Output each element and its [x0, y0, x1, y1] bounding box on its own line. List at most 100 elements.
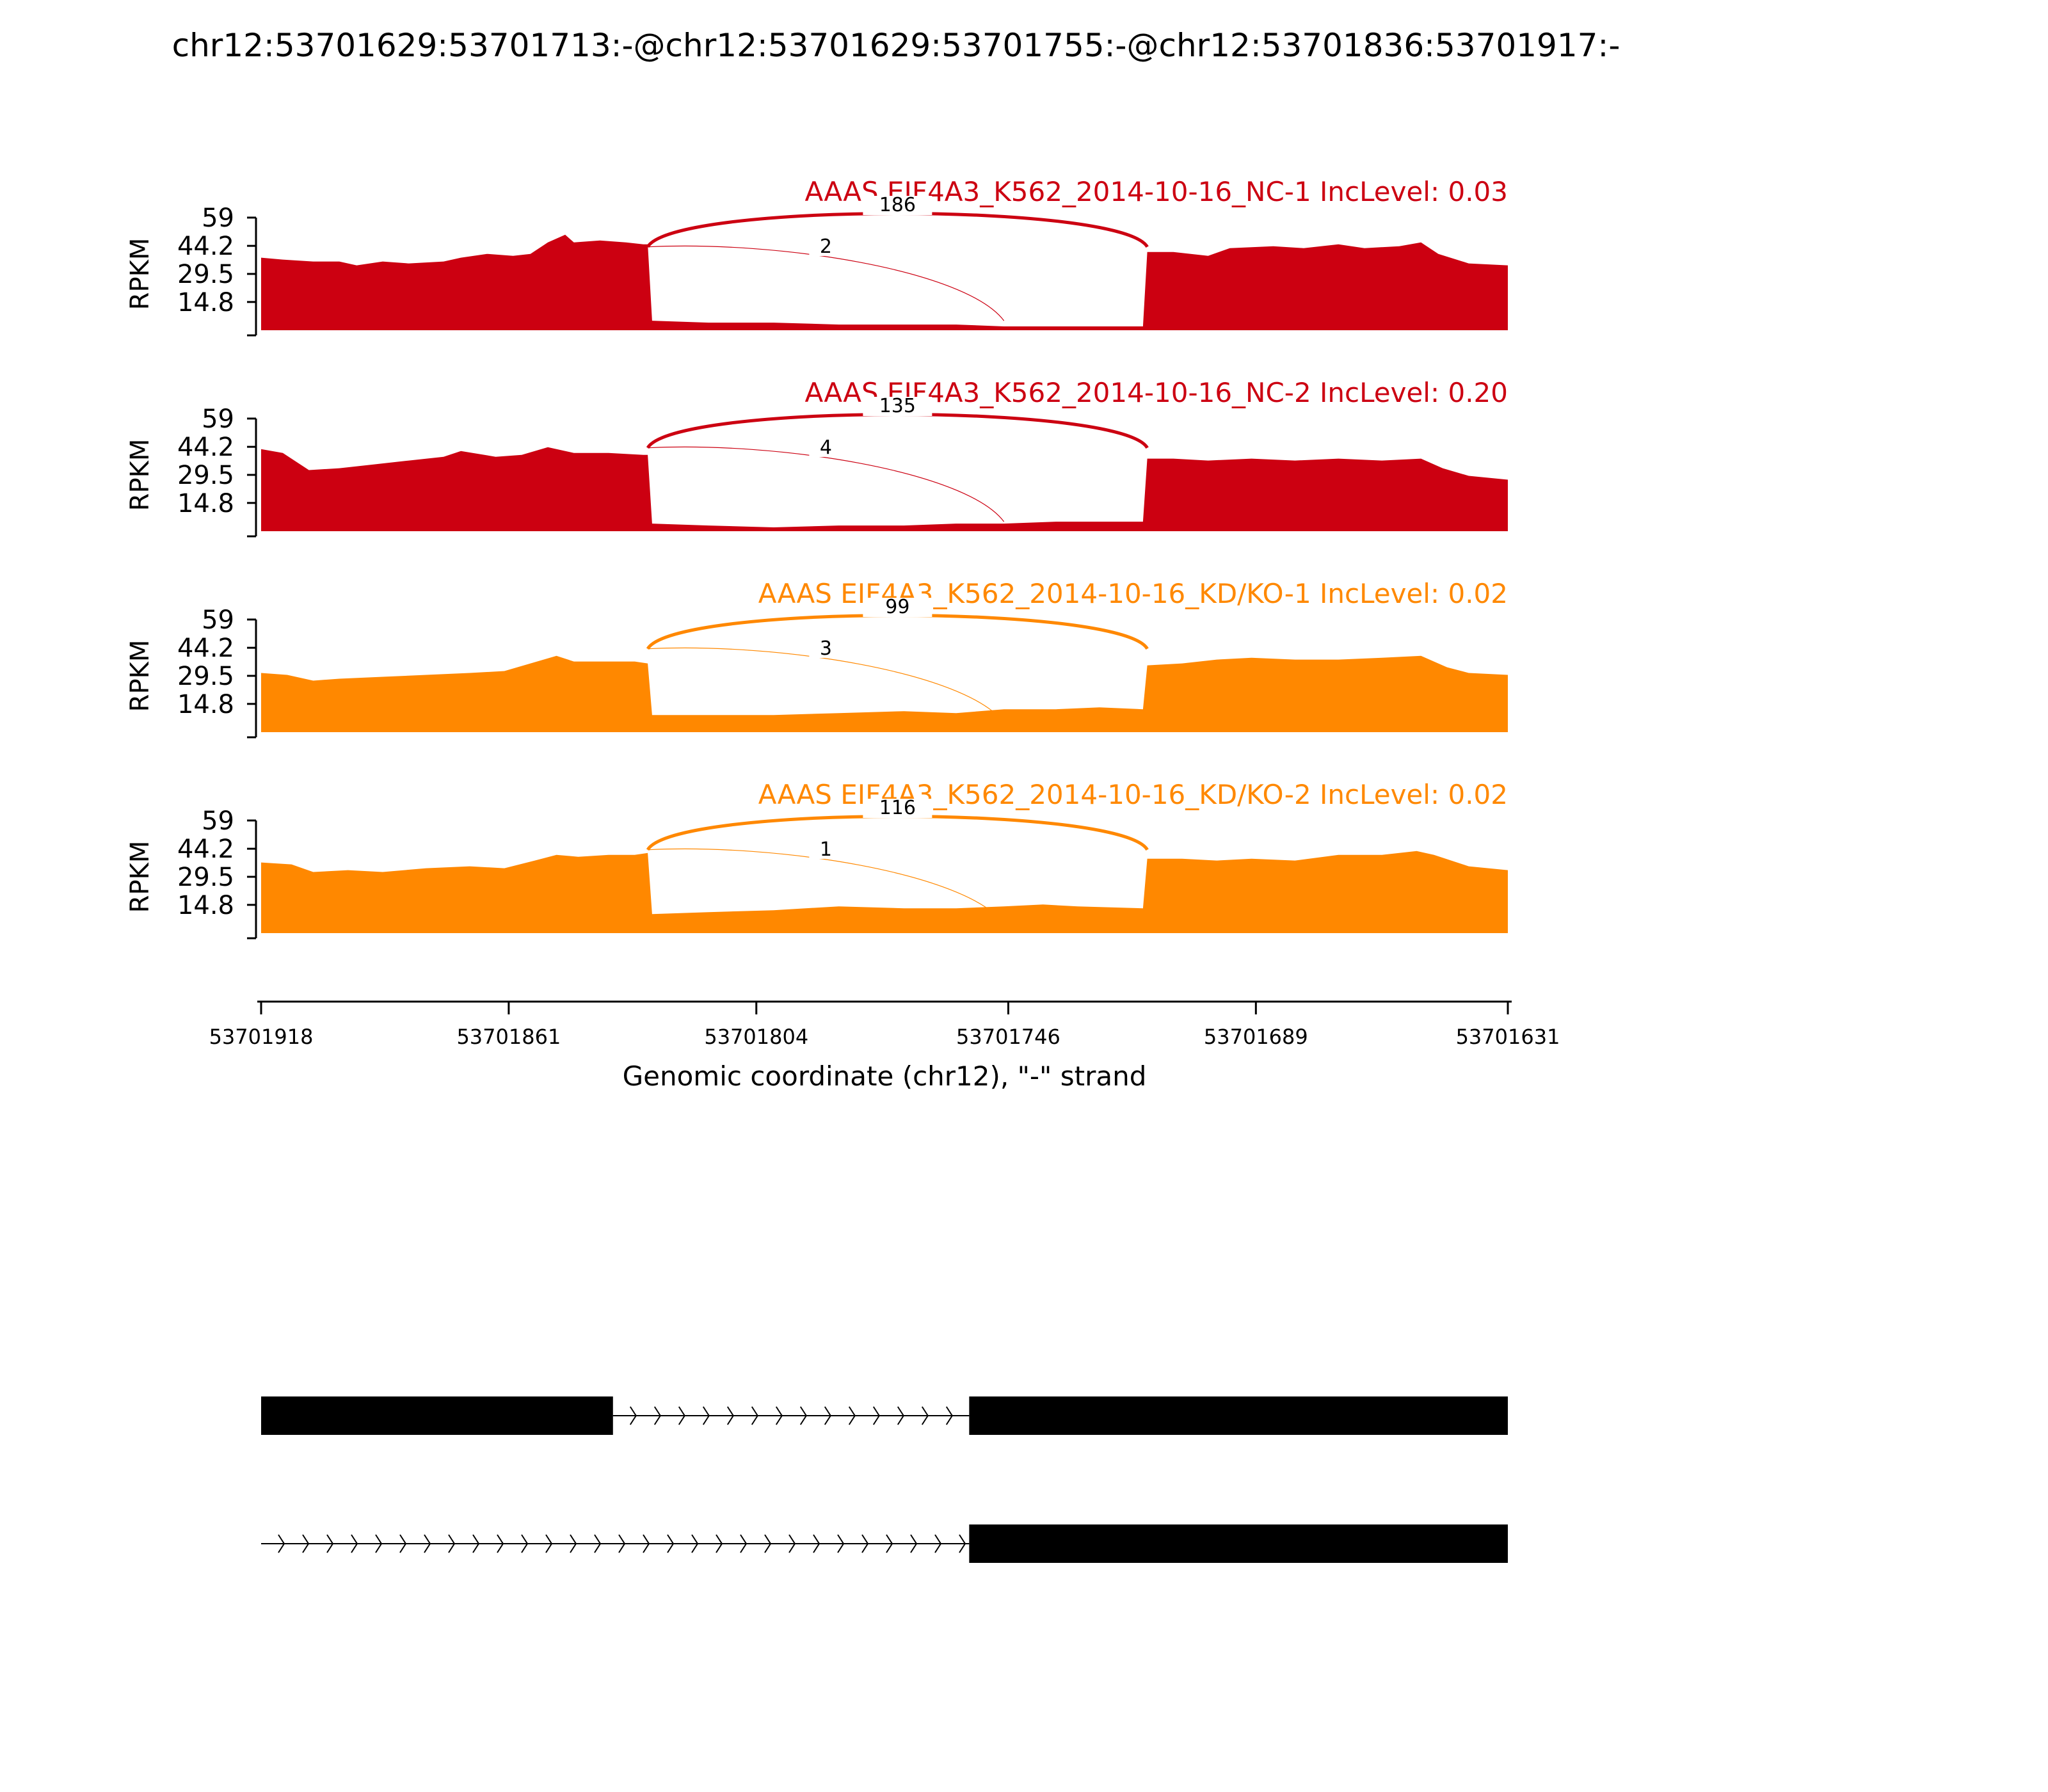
coverage-area — [261, 655, 1508, 732]
strand-arrow — [740, 1534, 748, 1553]
strand-arrow — [799, 1406, 807, 1425]
junction-count-bg — [863, 598, 932, 617]
strand-arrow — [618, 1534, 626, 1553]
x-axis-label: Genomic coordinate (chr12), "-" strand — [623, 1060, 1147, 1092]
junction-arc-major — [646, 412, 1149, 449]
y-axis-label: RPKM — [125, 439, 155, 511]
strand-arrow — [643, 1534, 650, 1553]
junction-count: 186 — [879, 194, 916, 216]
x-tick-label: 53701746 — [956, 1025, 1060, 1049]
y-tick-label: 44.2 — [177, 433, 234, 462]
y-tick-label: 14.8 — [177, 288, 234, 317]
y-tick-label: 29.5 — [177, 260, 234, 289]
strand-arrow — [716, 1534, 723, 1553]
y-tick-label: 59 — [202, 404, 234, 434]
strand-arrow — [959, 1534, 966, 1553]
junction-count-bg — [809, 639, 843, 658]
junction-count-bg — [863, 799, 932, 818]
junction-count-bg — [863, 196, 932, 215]
y-tick-label: 14.8 — [177, 489, 234, 518]
junction-count: 1 — [820, 838, 832, 861]
figure-title: chr12:53701629:53701713:-@chr12:53701629… — [172, 27, 1620, 64]
strand-arrow — [691, 1534, 699, 1553]
strand-arrow — [837, 1534, 845, 1553]
y-tick-label: 14.8 — [177, 690, 234, 719]
strand-arrow — [629, 1406, 637, 1425]
strand-arrow — [326, 1534, 334, 1553]
strand-arrow — [702, 1406, 710, 1425]
exon-block — [969, 1524, 1508, 1563]
y-tick-label: 29.5 — [177, 863, 234, 892]
y-tick-label: 14.8 — [177, 891, 234, 920]
x-tick-label: 53701631 — [1456, 1025, 1560, 1049]
junction-arc-major — [646, 613, 1149, 650]
junction-count: 99 — [885, 596, 909, 618]
junction-arc-minor — [648, 647, 1005, 723]
junction-arc-major — [646, 814, 1149, 851]
y-tick-label: 59 — [202, 605, 234, 635]
junction-arc-major — [646, 211, 1149, 248]
strand-arrow — [861, 1534, 869, 1553]
strand-arrow — [726, 1406, 734, 1425]
strand-arrow — [678, 1406, 685, 1425]
strand-arrow — [653, 1406, 661, 1425]
strand-arrow — [934, 1534, 942, 1553]
junction-count-bg — [809, 237, 843, 256]
junction-count-bg — [809, 840, 843, 859]
strand-arrow — [448, 1534, 456, 1553]
strand-arrow — [813, 1534, 820, 1553]
coverage-area — [261, 447, 1508, 531]
coverage-area — [261, 234, 1508, 330]
strand-arrow — [824, 1406, 831, 1425]
strand-arrow — [764, 1534, 772, 1553]
junction-arc-minor — [648, 848, 1005, 924]
junction-count: 3 — [820, 637, 832, 660]
junction-count: 4 — [820, 436, 832, 459]
x-tick-label: 53701689 — [1204, 1025, 1308, 1049]
junction-count: 2 — [820, 236, 832, 258]
strand-arrow — [521, 1534, 529, 1553]
junction-count-bg — [863, 397, 932, 416]
junction-arc-minor — [648, 245, 1005, 321]
exon-block — [969, 1396, 1508, 1435]
junction-arc-minor — [648, 446, 1005, 522]
strand-arrow — [472, 1534, 480, 1553]
junction-count: 116 — [879, 797, 916, 819]
x-tick-label: 53701861 — [456, 1025, 561, 1049]
strand-arrow — [424, 1534, 431, 1553]
y-tick-label: 59 — [202, 806, 234, 836]
y-axis-label: RPKM — [125, 841, 155, 913]
strand-arrow — [375, 1534, 383, 1553]
strand-arrow — [570, 1534, 577, 1553]
y-tick-label: 59 — [202, 204, 234, 233]
y-tick-label: 29.5 — [177, 461, 234, 490]
strand-arrow — [945, 1406, 953, 1425]
strand-arrow — [351, 1534, 358, 1553]
strand-arrow — [302, 1534, 310, 1553]
coverage-area — [261, 851, 1508, 933]
strand-arrow — [897, 1406, 904, 1425]
strand-arrow — [278, 1534, 285, 1553]
strand-arrow — [788, 1534, 796, 1553]
strand-arrow — [848, 1406, 856, 1425]
strand-arrow — [667, 1534, 675, 1553]
strand-arrow — [921, 1406, 929, 1425]
strand-arrow — [594, 1534, 602, 1553]
exon-block — [261, 1396, 613, 1435]
strand-arrow — [910, 1534, 918, 1553]
strand-arrow — [751, 1406, 758, 1425]
junction-count: 135 — [879, 395, 916, 417]
strand-arrow — [399, 1534, 407, 1553]
strand-arrow — [872, 1406, 880, 1425]
strand-arrow — [497, 1534, 504, 1553]
y-tick-label: 29.5 — [177, 662, 234, 691]
y-axis-label: RPKM — [125, 640, 155, 712]
strand-arrow — [545, 1534, 553, 1553]
x-tick-label: 53701918 — [209, 1025, 314, 1049]
strand-arrow — [775, 1406, 783, 1425]
junction-count-bg — [809, 438, 843, 457]
y-tick-label: 44.2 — [177, 835, 234, 864]
y-tick-label: 44.2 — [177, 232, 234, 261]
x-tick-label: 53701804 — [704, 1025, 808, 1049]
